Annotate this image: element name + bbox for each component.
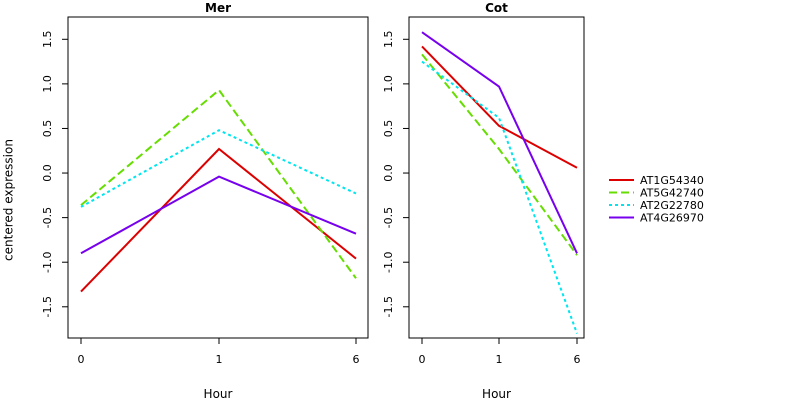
legend-label: AT4G26970 xyxy=(640,212,704,225)
panel-cot: Cot -1.5 -1.0 -0.5 0.0 0.5 1.0 1.5 0 1 6 Hour xyxy=(382,1,585,400)
y-tick-label: -0.5 xyxy=(382,207,395,228)
plot-frame xyxy=(67,16,369,339)
x-tick-label: 0 xyxy=(419,353,426,366)
y-tick-label: -1.0 xyxy=(41,251,54,272)
x-tick-label: 6 xyxy=(574,353,581,366)
legend-label: AT5G42740 xyxy=(640,187,704,200)
y-tick-label: -0.5 xyxy=(41,207,54,228)
y-tick-label: 0.0 xyxy=(382,164,395,182)
y-tick-label: 1.5 xyxy=(382,31,395,49)
y-tick-label: 0.5 xyxy=(41,120,54,138)
series-line-at2g22780 xyxy=(421,60,578,334)
x-tick-label: 0 xyxy=(78,353,85,366)
series-line-at4g26970 xyxy=(80,175,357,255)
y-tick-label: 1.0 xyxy=(41,75,54,93)
y-tick-label: 0.0 xyxy=(41,164,54,182)
y-tick-label: 1.0 xyxy=(382,75,395,93)
x-axis-label: Hour xyxy=(482,387,511,400)
series-line-at1g54340 xyxy=(80,147,357,293)
y-tick-label: 0.5 xyxy=(382,120,395,138)
x-tick-label: 1 xyxy=(496,353,503,366)
y-tick-label: -1.5 xyxy=(41,296,54,317)
legend-label: AT1G54340 xyxy=(640,174,704,187)
x-axis-label: Hour xyxy=(204,387,233,400)
x-tick-label: 1 xyxy=(216,353,223,366)
x-tick-label: 6 xyxy=(353,353,360,366)
y-tick-label: -1.5 xyxy=(382,296,395,317)
y-axis-label: centered expression xyxy=(2,139,16,261)
panel-title: Cot xyxy=(485,1,508,15)
y-tick-label: -1.0 xyxy=(382,251,395,272)
series-line-at5g42740 xyxy=(421,53,578,256)
panel-title: Mer xyxy=(205,1,231,15)
series-line-at2g22780 xyxy=(80,129,357,208)
legend-label: AT2G22780 xyxy=(640,199,704,212)
series-line-at1g54340 xyxy=(421,45,578,169)
y-tick-label: 1.5 xyxy=(41,31,54,49)
panel-mer: Mer -1.5 -1.0 -0.5 0.0 0.5 1.0 1.5 0 1 6 Hour xyxy=(41,1,369,400)
series-line-at4g26970 xyxy=(421,31,578,254)
plot-frame xyxy=(408,16,585,339)
